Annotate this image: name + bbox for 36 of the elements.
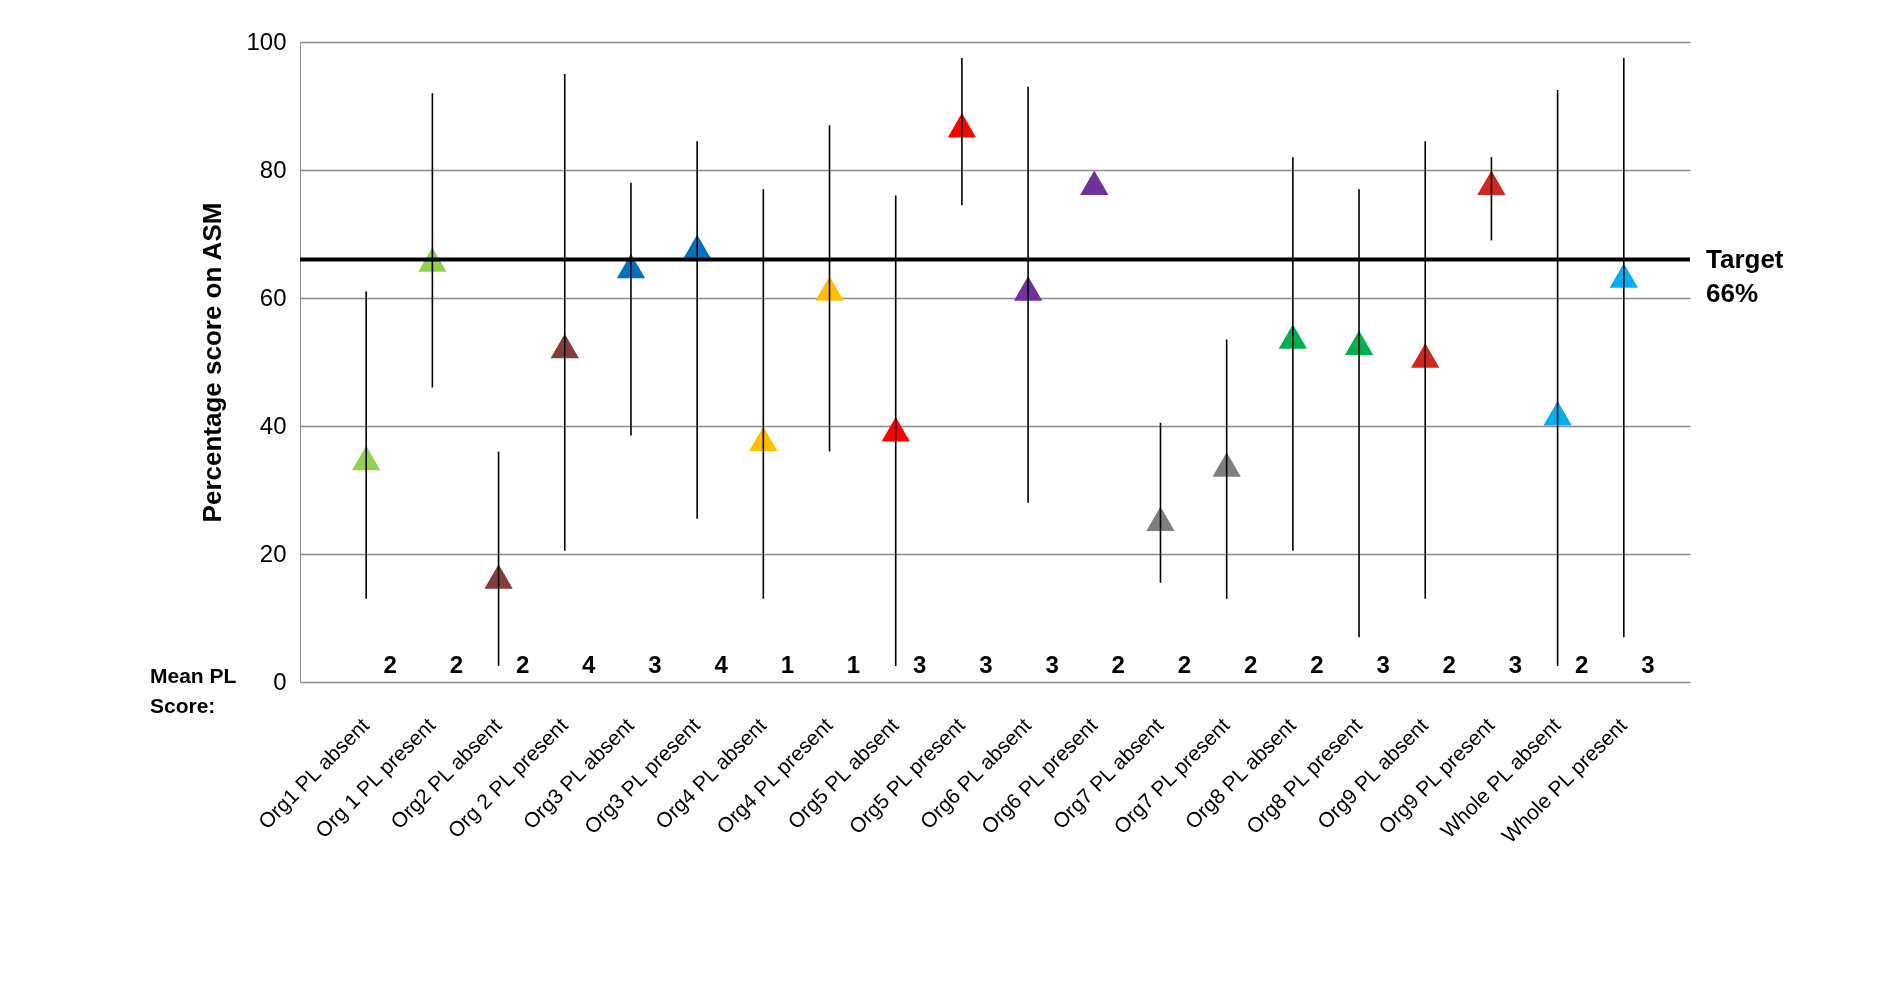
annotation: 2	[1310, 651, 1324, 678]
annotation: 4	[582, 651, 597, 678]
annotation: 2	[1243, 651, 1258, 678]
annotation: 2	[1442, 651, 1456, 678]
point	[1080, 170, 1109, 196]
annotation: 3	[1508, 651, 1523, 678]
annotation: 3	[913, 651, 927, 678]
y-tick-label: 0	[273, 667, 287, 695]
annotation: 3	[1045, 651, 1059, 678]
ref-line-label: Target 66%	[1706, 243, 1784, 308]
point	[749, 426, 778, 452]
annotation: 2	[383, 651, 397, 678]
annotation: 2	[515, 651, 530, 678]
annotation: 3	[1641, 651, 1655, 678]
point	[1146, 506, 1175, 532]
y-tick-label: 20	[259, 539, 287, 567]
y-tick-label: 100	[246, 27, 287, 55]
text: Mean PL Score:	[150, 664, 237, 717]
annotation: 2	[449, 651, 464, 678]
y-tick-label: 40	[259, 411, 287, 439]
annotation: 2	[1574, 651, 1589, 678]
point	[484, 564, 513, 589]
annotation: 4	[714, 651, 729, 678]
annotation: 1	[780, 651, 795, 678]
point	[815, 276, 844, 301]
annotation: 2	[1111, 651, 1125, 678]
annotation: 2	[1177, 651, 1192, 678]
annotation: 3	[1376, 651, 1390, 678]
point	[1477, 170, 1506, 196]
annotation: 1	[846, 651, 861, 678]
point	[1212, 452, 1241, 477]
y-tick-label: 60	[259, 283, 287, 311]
annotation: 3	[648, 651, 662, 678]
y-tick-label: 80	[259, 155, 287, 183]
y-axis-title: Percentage score on ASM	[197, 202, 228, 523]
annotation: 3	[979, 651, 993, 678]
